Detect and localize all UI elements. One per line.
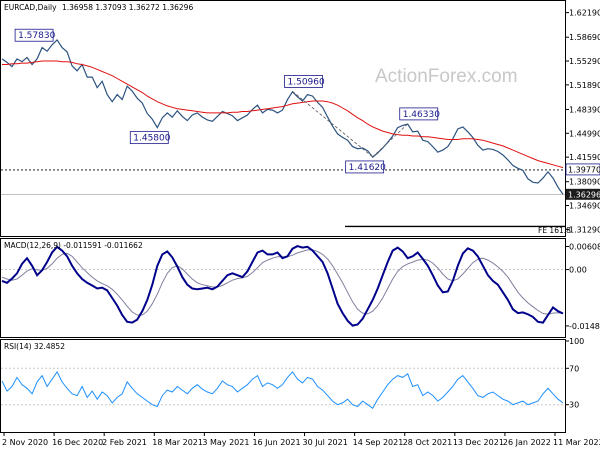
rsi-y-tick-label: 100	[569, 337, 584, 346]
macd-y-axis: 0.006084 0.00 -0.014876	[565, 243, 600, 331]
swing-annotation-box	[129, 131, 169, 145]
x-tick-label: 16 Dec 2020	[52, 438, 103, 447]
x-tick-label: 2 Nov 2020	[2, 438, 48, 447]
macd-panel-frame	[0, 238, 566, 338]
price-y-tick-label: 1.55290	[569, 57, 600, 66]
swing-annotation-label: 1.46330	[403, 110, 440, 120]
moving-average-line	[2, 60, 564, 169]
price-y-tick-label: 1.48390	[569, 105, 600, 114]
rsi-panel-frame	[0, 339, 566, 433]
swing-annotation-label: 1.57830	[18, 31, 55, 41]
price-annotations: 1.57830 1.45800 1.50960 1.41620 1.46330 1.397…	[14, 28, 600, 176]
price-y-tick-label: 1.31290	[569, 225, 600, 234]
price-y-tick-label: 1.51890	[569, 81, 600, 90]
swing-annotation-label: 1.50960	[288, 77, 325, 87]
macd-panel: 0.006084 0.00 -0.014876 MACD(12,26,9) -0.0…	[0, 238, 600, 338]
macd-y-tick-label: -0.014876	[569, 322, 600, 331]
macd-y-tick-label: 0.006084	[569, 243, 600, 252]
swing-annotation-box	[284, 75, 323, 88]
price-series-line	[1, 38, 564, 195]
price-y-tick-label: 1.41590	[569, 153, 600, 162]
price-y-tick-label: 1.44990	[569, 129, 600, 138]
trendline	[372, 123, 408, 158]
rsi-label: RSI(14) 32.4852	[4, 342, 65, 351]
swing-annotation-box	[399, 107, 439, 121]
trendline	[292, 91, 373, 158]
rsi-y-tick-label: 70	[569, 364, 579, 373]
price-header-ohlc: 1.36958 1.37093 1.36272 1.36296	[62, 3, 193, 12]
price-dashed-level	[1, 169, 565, 195]
swing-annotation-box	[14, 28, 54, 42]
current-price-marker: 1.36296	[566, 188, 600, 200]
price-header-symbol: EURCAD,Daily	[4, 3, 57, 12]
swing-annotation-label: 1.45800	[133, 134, 170, 144]
price-panel: 1.62190 1.58690 1.55290 1.51890 1.48390 1.449…	[0, 0, 600, 237]
swing-annotation-label: 1.41620	[349, 163, 386, 173]
macd-y-tick-label: 0.00	[569, 266, 587, 275]
rsi-y-axis: 100 70 30	[565, 337, 584, 410]
x-tick-label: 28 Oct 2021	[403, 438, 452, 447]
price-y-tick-label: 1.38090	[569, 178, 600, 187]
rsi-line	[1, 370, 564, 410]
x-tick-label: 14 Sep 2021	[353, 438, 404, 447]
x-tick-label: 2 Feb 2021	[102, 438, 147, 447]
rsi-panel: 100 70 30 RSI(14) 32.4852	[0, 337, 584, 433]
x-tick-label: 11 Mar 2022	[553, 438, 600, 447]
x-tick-label: 3 May 2021	[202, 438, 249, 447]
x-tick-label: 13 Dec 2021	[453, 438, 504, 447]
price-y-tick-label: 1.62190	[569, 9, 600, 18]
fe-label: FE 161.8	[538, 226, 571, 235]
x-tick-label: 30 Jul 2021	[303, 438, 348, 447]
rsi-y-tick-label: 30	[569, 401, 579, 410]
x-tick-label: 18 Mar 2021	[152, 438, 203, 447]
price-y-tick-label: 1.58690	[569, 33, 600, 42]
price-y-tick-label: 1.34690	[569, 202, 600, 211]
current-price-label: 1.36296	[568, 190, 600, 199]
price-panel-frame	[0, 0, 566, 237]
current-price-box	[566, 188, 600, 200]
price-y-axis: 1.62190 1.58690 1.55290 1.51890 1.48390 1.449…	[565, 9, 600, 234]
swing-annotation-box	[345, 160, 385, 174]
level-box-label: 1.39770	[568, 165, 600, 174]
x-tick-label: 26 Jan 2022	[503, 438, 551, 447]
x-tick-label: 16 Jun 2021	[252, 438, 300, 447]
level-box	[565, 163, 600, 176]
macd-main-line	[1, 245, 564, 327]
price-watermark: ActionForex.com	[375, 66, 518, 87]
macd-label: MACD(12,26,9) -0.011591 -0.011662	[4, 241, 143, 250]
